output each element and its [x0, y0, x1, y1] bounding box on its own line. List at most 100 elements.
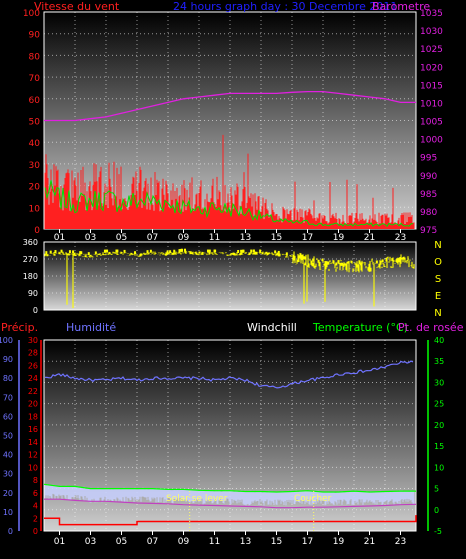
- temperature-tick-label: -5: [434, 527, 442, 536]
- direction-point: [180, 248, 183, 252]
- direction-point: [340, 262, 343, 266]
- direction-point: [106, 249, 109, 253]
- pressure-tick-label: 1030: [420, 27, 443, 37]
- precip-tick-label: 10: [28, 463, 38, 472]
- x-tick-label: 07: [147, 537, 158, 547]
- humidity-tick-label: 20: [3, 489, 13, 498]
- wind-tick-label: 0: [34, 226, 40, 236]
- pressure-tick-label: 1020: [420, 63, 443, 73]
- x-tick-label: 11: [209, 233, 220, 243]
- humidity-tick-label: 50: [3, 432, 13, 441]
- x-tick-label: 05: [116, 233, 127, 243]
- precip-tick-label: 4: [33, 502, 38, 511]
- x-tick-label: 19: [333, 537, 345, 547]
- direction-point: [304, 256, 307, 260]
- wind-axis-ticks: 0 10 20 30 40 50 60 70 80 90 100: [23, 9, 40, 236]
- direction-point: [103, 249, 106, 253]
- precip-tick-label: 20: [28, 400, 38, 409]
- direction-point: [54, 250, 57, 254]
- temperature-tick-label: 25: [434, 400, 444, 409]
- direction-point: [116, 249, 119, 253]
- temperature-tick-label: 15: [434, 442, 444, 451]
- precip-label: Précip.: [1, 321, 38, 334]
- wind-tick-label: 40: [29, 139, 41, 149]
- direction-point: [259, 249, 262, 253]
- x-tick-label: 17: [302, 233, 313, 243]
- direction-point: [68, 250, 71, 254]
- temperature-tick-label: 30: [434, 378, 444, 387]
- pressure-tick-label: 1025: [420, 45, 443, 55]
- dewpoint-label: Pt. de rosée: [398, 321, 464, 334]
- temperature-tick-label: 0: [434, 506, 439, 515]
- direction-point: [149, 249, 152, 253]
- x-tick-label: 23: [395, 233, 406, 243]
- precip-tick-label: 14: [28, 438, 38, 447]
- direction-point: [146, 250, 149, 254]
- climate-series: [43, 360, 417, 531]
- precip-tick-label: 6: [33, 489, 38, 498]
- precip-tick-label: 2: [33, 514, 38, 523]
- humidity-tick-label: 40: [3, 451, 13, 460]
- humidity-tick-label: 80: [3, 374, 13, 383]
- pressure-tick-label: 1015: [420, 81, 443, 91]
- direction-series: [44, 248, 415, 309]
- x-tick-label: 09: [178, 233, 190, 243]
- climate-x-ticks: 01 03 05 07 09 11 13 15 17 19 21 23: [54, 531, 406, 547]
- humidity-tick-label: 0: [8, 527, 13, 536]
- pressure-tick-label: 1005: [420, 118, 443, 128]
- direction-point: [94, 251, 97, 255]
- direction-point: [237, 250, 240, 254]
- compass-label: N: [434, 240, 441, 251]
- direction-point: [274, 250, 277, 254]
- direction-point: [327, 261, 330, 265]
- humidity-tick-label: 70: [3, 393, 13, 402]
- direction-point: [206, 249, 209, 253]
- precip-tick-label: 24: [28, 374, 38, 383]
- direction-grid: [44, 242, 416, 310]
- x-tick-label: 17: [302, 537, 313, 547]
- direction-point: [375, 260, 378, 264]
- pressure-tick-label: 975: [420, 226, 437, 236]
- x-tick-label: 01: [54, 537, 65, 547]
- pressure-axis-label: Barometre: [372, 0, 430, 13]
- direction-tick-label: 270: [23, 255, 38, 264]
- direction-point: [49, 250, 52, 254]
- pressure-tick-label: 1035: [420, 9, 443, 19]
- humidity-tick-label: 60: [3, 412, 13, 421]
- precip-tick-label: 30: [28, 336, 38, 345]
- compass-label: O: [434, 257, 442, 268]
- precip-tick-label: 12: [28, 451, 38, 460]
- x-tick-label: 15: [271, 233, 282, 243]
- chart-title: 24 hours graph day : 30 Decembre 2011: [173, 0, 397, 13]
- wind-tick-label: 90: [29, 31, 41, 41]
- pressure-tick-label: 985: [420, 190, 437, 200]
- direction-point: [252, 249, 255, 253]
- direction-point: [317, 259, 320, 263]
- precip-tick-label: 28: [28, 349, 38, 358]
- direction-point: [45, 251, 48, 255]
- direction-tick-label: 180: [23, 272, 38, 281]
- x-tick-label: 13: [240, 233, 251, 243]
- pressure-line: [44, 90, 416, 122]
- compass-label: E: [435, 291, 441, 302]
- wind-tick-label: 30: [29, 161, 41, 171]
- wind-tick-label: 70: [29, 74, 41, 84]
- wind-tick-label: 10: [29, 204, 41, 214]
- direction-point: [312, 258, 315, 262]
- temperature-line: [43, 483, 416, 493]
- pressure-tick-label: 980: [420, 208, 437, 218]
- direction-point: [399, 257, 402, 261]
- x-tick-label: 13: [240, 537, 251, 547]
- pressure-tick-label: 1000: [420, 136, 443, 146]
- direction-axis-ticks: 0 90 180 270 360: [23, 238, 38, 315]
- wind-tick-label: 100: [23, 9, 40, 19]
- x-tick-label: 21: [364, 537, 375, 547]
- x-tick-label: 23: [395, 537, 406, 547]
- x-tick-label: 03: [85, 537, 96, 547]
- temperature-tick-label: 20: [434, 421, 444, 430]
